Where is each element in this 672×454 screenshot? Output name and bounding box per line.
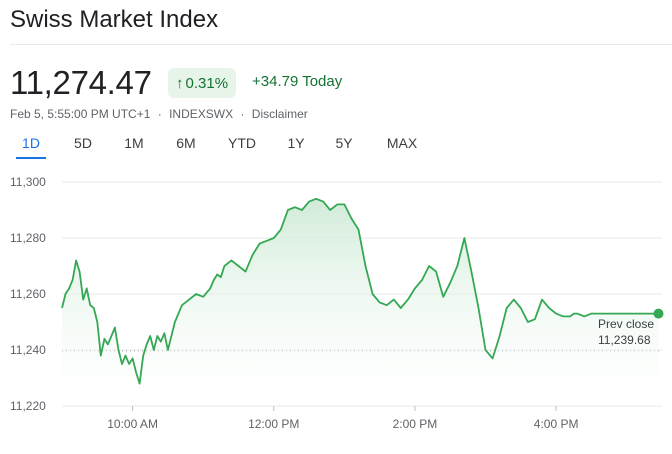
y-tick-label: 11,260 — [10, 287, 46, 301]
up-arrow-icon: ↑ — [176, 74, 184, 92]
change-percent: 0.31% — [185, 74, 229, 92]
tab-5y[interactable]: 5Y — [335, 135, 353, 151]
tab-5d[interactable]: 5D — [74, 135, 92, 151]
tab-1y[interactable]: 1Y — [287, 135, 305, 151]
meta-separator: · — [157, 107, 162, 121]
quote-meta: Feb 5, 5:55:00 PM UTC+1 · INDEXSWX · Dis… — [10, 107, 308, 121]
current-price-dot — [653, 308, 664, 319]
x-tick-label: 4:00 PM — [534, 417, 579, 431]
change-percent-badge: ↑ 0.31% — [168, 68, 237, 98]
x-tick-label: 10:00 AM — [107, 417, 158, 431]
disclaimer-link[interactable]: Disclaimer — [251, 107, 308, 121]
tab-1d[interactable]: 1D — [16, 133, 46, 159]
x-tick-label: 2:00 PM — [393, 417, 438, 431]
current-price: 11,274.47 — [10, 64, 152, 101]
x-axis-labels: 10:00 AM 12:00 PM 2:00 PM 4:00 PM — [107, 406, 578, 431]
tab-6m[interactable]: 6M — [176, 135, 196, 151]
price-area — [62, 198, 659, 406]
y-tick-label: 11,300 — [10, 175, 46, 189]
quote-time: Feb 5, 5:55:00 PM UTC+1 — [10, 107, 151, 121]
y-tick-label: 11,240 — [10, 343, 46, 357]
change-today: +34.79 Today — [252, 73, 343, 90]
tab-max[interactable]: MAX — [386, 135, 418, 151]
header-divider — [10, 44, 672, 45]
tab-ytd[interactable]: YTD — [228, 135, 256, 151]
range-tabs: 1D 5D 1M 6M YTD 1Y 5Y MAX — [16, 133, 420, 159]
previous-close-value: 11,239.68 — [598, 333, 651, 347]
y-tick-label: 11,220 — [10, 399, 46, 413]
x-tick-label: 12:00 PM — [248, 417, 299, 431]
page-title: Swiss Market Index — [10, 6, 219, 33]
tab-1m[interactable]: 1M — [124, 135, 144, 151]
previous-close-label: Prev close — [598, 317, 654, 331]
price-line — [61, 197, 659, 385]
meta-separator: · — [240, 107, 245, 121]
y-axis-labels: 11,300 11,280 11,260 11,240 11,220 — [10, 175, 46, 413]
y-tick-label: 11,280 — [10, 231, 46, 245]
ticker-symbol: INDEXSWX — [169, 107, 234, 121]
